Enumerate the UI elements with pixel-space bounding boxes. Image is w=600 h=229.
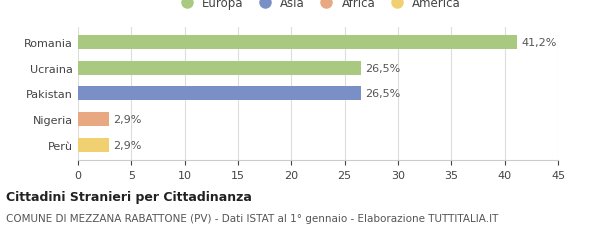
Text: 2,9%: 2,9%	[113, 140, 142, 150]
Bar	[78, 87, 361, 101]
Text: 26,5%: 26,5%	[365, 63, 400, 73]
Bar	[78, 112, 109, 126]
Bar	[78, 36, 517, 50]
Text: 2,9%: 2,9%	[113, 114, 142, 124]
Text: COMUNE DI MEZZANA RABATTONE (PV) - Dati ISTAT al 1° gennaio - Elaborazione TUTTI: COMUNE DI MEZZANA RABATTONE (PV) - Dati …	[6, 213, 499, 223]
Text: 26,5%: 26,5%	[365, 89, 400, 99]
Bar	[78, 61, 361, 75]
Text: Cittadini Stranieri per Cittadinanza: Cittadini Stranieri per Cittadinanza	[6, 190, 252, 203]
Legend: Europa, Asia, Africa, America: Europa, Asia, Africa, America	[170, 0, 466, 15]
Text: 41,2%: 41,2%	[522, 38, 557, 48]
Bar	[78, 138, 109, 152]
